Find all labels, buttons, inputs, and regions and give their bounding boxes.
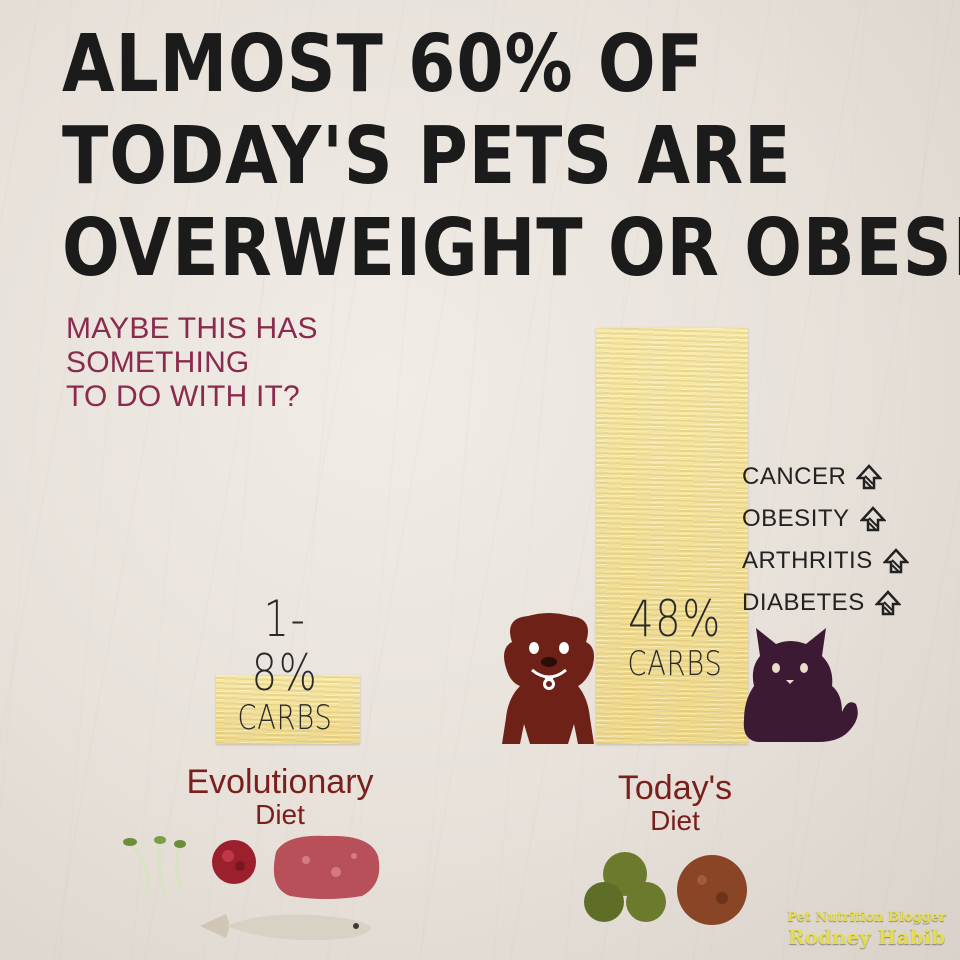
category-evolutionary-main: Evolutionary (186, 763, 374, 801)
headline: ALMOST 60% OF TODAY'S PETS ARE OVERWEIGH… (62, 18, 960, 294)
data-label-evolutionary-unit: CARBS (237, 698, 333, 738)
data-label-evolutionary: 1-8% CARBS (233, 592, 337, 736)
up-arrow-icon (874, 590, 901, 616)
effect-item: DIABETES (742, 582, 909, 624)
category-label-evolutionary: Evolutionary Diet (150, 764, 410, 830)
meat-illustration (273, 835, 380, 899)
data-label-todays: 48% CARBS (619, 592, 731, 682)
effect-label: OBESITY (742, 505, 850, 532)
cat-icon (743, 628, 858, 742)
effect-item: ARTHRITIS (742, 540, 909, 582)
headline-line-2: TODAY'S PETS ARE (62, 110, 792, 202)
subhead-line-2: SOMETHING (66, 346, 250, 379)
fish-illustration (200, 914, 372, 941)
brown-kibble-illustration (677, 855, 747, 925)
sprouts-illustration (123, 836, 186, 895)
author-credit: Pet Nutrition Blogger Rodney Habib (787, 910, 946, 948)
effect-label: DIABETES (742, 589, 865, 616)
subhead-line-3: TO DO WITH IT? (66, 380, 300, 413)
data-label-todays-unit: CARBS (627, 644, 723, 684)
effect-label: ARTHRITIS (742, 547, 873, 574)
berry-illustration (212, 840, 256, 884)
credit-name: Rodney Habib (787, 925, 946, 949)
subhead-line-1: MAYBE THIS HAS (66, 312, 318, 345)
health-effects-list: CANCER OBESITY ARTHRITIS DIABETES (742, 456, 909, 624)
bar-evolutionary-diet (216, 674, 360, 744)
headline-line-1: ALMOST 60% OF (62, 18, 704, 110)
green-kibble-illustration (584, 852, 666, 922)
effect-item: CANCER (742, 456, 909, 498)
category-label-todays: Today's Diet (560, 770, 790, 836)
category-todays-main: Today's (617, 769, 733, 807)
credit-role: Pet Nutrition Blogger (787, 910, 946, 925)
data-label-evolutionary-pct: 1-8% (251, 590, 319, 702)
up-arrow-icon (882, 548, 909, 574)
subheadline: MAYBE THIS HAS SOMETHING TO DO WITH IT? (66, 312, 318, 414)
bar-todays-diet (596, 328, 748, 744)
data-label-todays-pct: 48% (628, 590, 722, 648)
effect-label: CANCER (742, 463, 847, 490)
effect-item: OBESITY (742, 498, 909, 540)
category-todays-sub: Diet (650, 805, 700, 836)
dog-icon (502, 613, 594, 744)
up-arrow-icon (856, 464, 883, 490)
category-evolutionary-sub: Diet (255, 799, 305, 830)
headline-line-3: OVERWEIGHT OR OBESE (62, 202, 960, 294)
up-arrow-icon (859, 506, 886, 532)
